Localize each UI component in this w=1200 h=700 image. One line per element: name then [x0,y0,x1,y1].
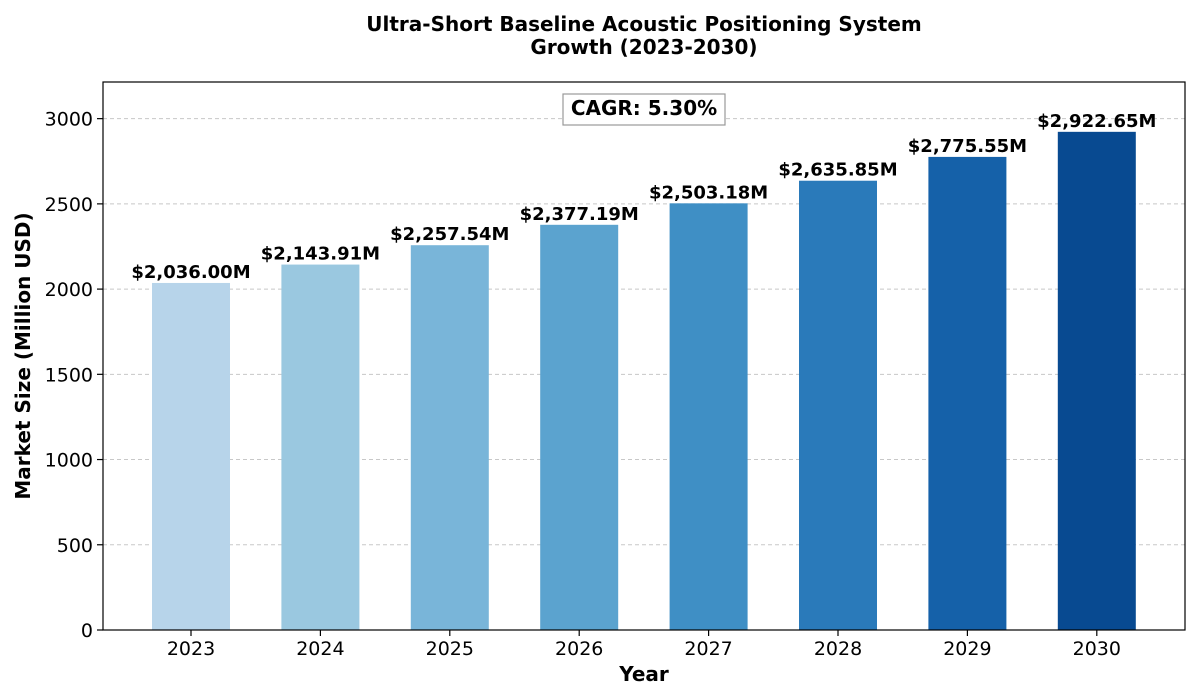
gridlines [103,118,1185,546]
bar-2025 [410,245,489,631]
y-tick-label: 1000 [45,450,93,472]
y-axis-label: Market Size (Million USD) [11,212,35,499]
bars [152,131,1136,631]
data-label-2028: $2,635.85M [778,160,897,181]
x-tick-label-2029: 2029 [943,638,991,660]
x-axis-ticks: 2023 2024 2025 2026 2027 2028 2029 2030 [167,630,1121,660]
data-label-2027: $2,503.18M [649,182,768,203]
bar-2028 [799,180,877,630]
bar-2027 [669,203,748,630]
y-tick-label: 1500 [45,364,93,386]
cagr-annotation: CAGR: 5.30% [562,93,726,126]
x-tick-label-2023: 2023 [167,638,215,660]
cagr-annotation-box [562,93,726,126]
x-axis-label: Year [618,662,669,686]
data-label-2023: $2,036.00M [131,262,250,283]
y-tick-label: 3000 [45,109,93,131]
chart-title-line-1: Ultra-Short Baseline Acoustic Positionin… [366,12,921,36]
y-axis-ticks: 0 500 1000 1500 2000 2500 3000 [45,109,103,642]
data-labels: $2,036.00M $2,143.91M $2,257.54M $2,377.19M… [131,111,1156,283]
data-label-2026: $2,377.19M [520,204,639,225]
bar-2024 [281,264,360,630]
x-tick-label-2027: 2027 [684,638,732,660]
data-label-2024: $2,143.91M [261,244,380,265]
y-tick-label: 2500 [45,194,93,216]
y-tick-label: 2000 [45,279,93,301]
bar-2023 [152,282,230,630]
data-label-2025: $2,257.54M [390,224,509,245]
plot-frame [102,81,1186,631]
data-label-2030: $2,922.65M [1037,111,1156,132]
chart-title-line-2: Growth (2023-2030) [530,35,757,59]
bar-2030 [1057,131,1136,630]
x-tick-label-2026: 2026 [555,638,603,660]
bar-2026 [540,224,619,631]
y-tick-label: 0 [81,620,93,642]
x-tick-label-2024: 2024 [296,638,344,660]
x-tick-label-2030: 2030 [1073,638,1121,660]
y-tick-label: 500 [57,535,93,557]
chart-title: Ultra-Short Baseline Acoustic Positionin… [366,12,921,59]
x-tick-label-2028: 2028 [814,638,862,660]
data-label-2029: $2,775.55M [908,136,1027,157]
cagr-annotation-text: CAGR: 5.30% [571,96,717,120]
x-tick-label-2025: 2025 [426,638,474,660]
bar-2029 [928,156,1007,630]
